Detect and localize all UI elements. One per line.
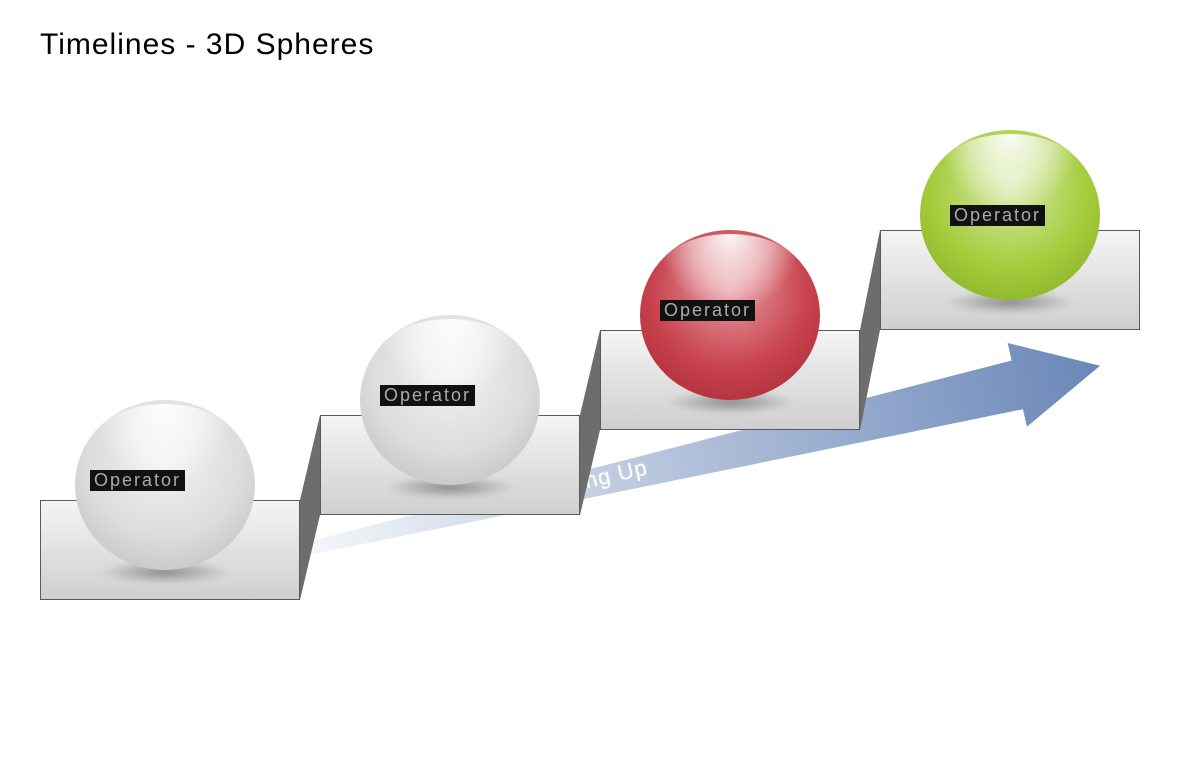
sphere-1-label: Operator — [90, 470, 185, 491]
sphere-2-label: Operator — [380, 385, 475, 406]
diagram-stage: Going Up Operator Operator Operator Oper… — [0, 0, 1200, 680]
sphere-4-label: Operator — [950, 205, 1045, 226]
sphere-3-label: Operator — [660, 300, 755, 321]
